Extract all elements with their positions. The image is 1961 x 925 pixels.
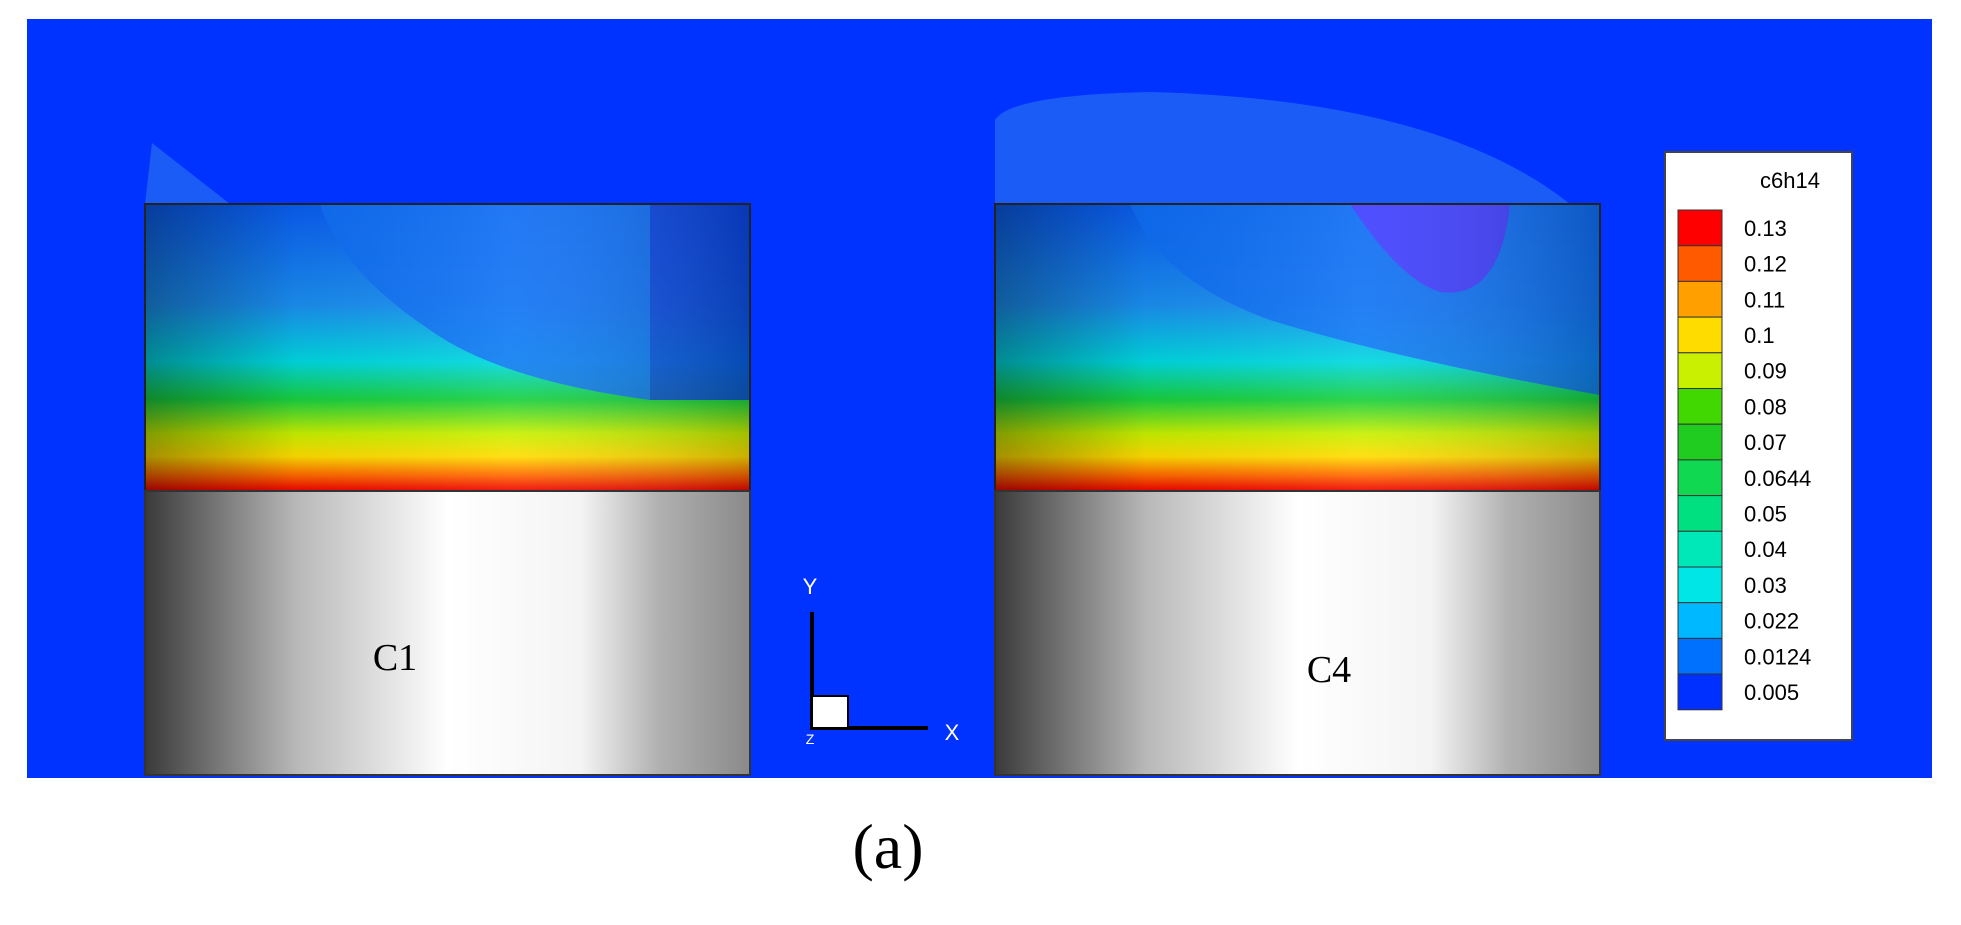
legend-label: 0.022 (1744, 609, 1799, 634)
legend-swatch (1677, 566, 1723, 604)
legend-label: 0.08 (1744, 394, 1787, 419)
axis-label: X (945, 720, 960, 745)
legend-label: 0.11 (1744, 287, 1785, 312)
shading (995, 204, 1600, 491)
legend-swatch (1677, 245, 1723, 282)
axis-label: Z (806, 731, 815, 747)
legend-swatch (1677, 637, 1723, 675)
plume-region (995, 92, 1570, 204)
cylinder-body (144, 490, 751, 776)
legend-swatch (1677, 459, 1723, 497)
cylinder-c4: C4 (994, 203, 1601, 776)
axis-label: Y (803, 574, 818, 599)
legend-label: 0.005 (1744, 680, 1799, 705)
legend-label: 0.07 (1744, 430, 1787, 455)
legend-swatch (1677, 673, 1723, 711)
legend-swatch (1677, 530, 1723, 568)
legend-swatch (1677, 495, 1723, 532)
cylinder-body (994, 490, 1601, 776)
legend-swatch (1677, 602, 1723, 639)
legend-swatch (1677, 352, 1723, 389)
legend-swatch (1677, 280, 1723, 318)
z-axis-box (811, 695, 849, 729)
legend-swatch (1677, 209, 1723, 247)
legend-swatch (1677, 316, 1723, 354)
axis-triad: Y X Z (803, 574, 960, 747)
legend-label: 0.0644 (1744, 466, 1811, 491)
legend-label: 0.13 (1744, 216, 1787, 241)
shading (145, 204, 750, 491)
legend-label: 0.05 (1744, 501, 1787, 526)
legend-title: c6h14 (1760, 168, 1820, 193)
legend-label: 0.04 (1744, 537, 1787, 562)
cylinder-c1: C1 (144, 203, 751, 776)
legend: c6h14 0.13 0.12 0.11 0.1 0.09 0.08 0.07 0.0644 0… (1664, 151, 1853, 741)
legend-label: 0.09 (1744, 359, 1787, 384)
cylinder-label: C4 (1307, 649, 1351, 691)
legend-label: 0.1 (1744, 323, 1775, 348)
legend-swatch (1677, 388, 1723, 425)
legend-label: 0.12 (1744, 252, 1787, 277)
plume-region (145, 143, 230, 204)
legend-label: 0.03 (1744, 573, 1787, 598)
cylinder-label: C1 (373, 637, 417, 679)
legend-swatch (1677, 423, 1723, 461)
legend-label: 0.0124 (1744, 644, 1811, 669)
figure-label: (a) (852, 811, 923, 882)
